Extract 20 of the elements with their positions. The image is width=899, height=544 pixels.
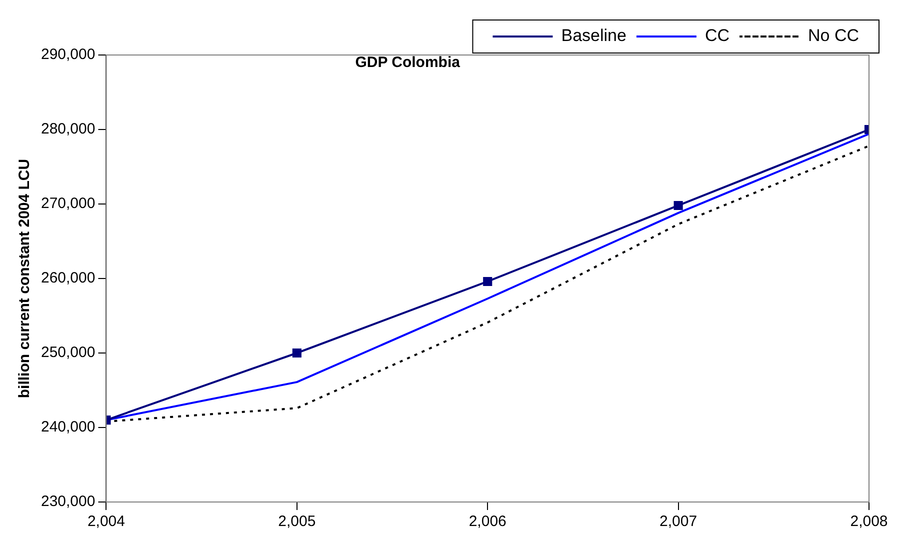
chart-title: GDP Colombia [355,54,461,72]
y-tick-label: 290,000 [40,46,96,64]
point [483,276,492,286]
x-tick-label: 2,006 [468,513,506,530]
legend-label: CC [704,26,730,46]
x-tick-label: 2,008 [850,513,888,530]
y-tick-label: 260,000 [40,270,96,287]
y-tick-label: 230,000 [40,493,96,510]
y-tick-label: 270,000 [40,195,96,212]
point [292,348,302,358]
point [674,200,683,210]
x-tick-label: 2,005 [278,513,316,530]
y-tick-label: 240,000 [40,418,96,436]
x-tick-label: 2,004 [87,513,125,530]
y-tick-label: 250,000 [40,344,96,362]
y-axis-title: billion current constant 2004 LCU [16,158,34,398]
legend-label: No CC [808,26,860,46]
y-tick-label: 280,000 [40,120,96,138]
legend-label: Baseline [561,26,626,46]
x-tick-label: 2,007 [660,513,698,530]
